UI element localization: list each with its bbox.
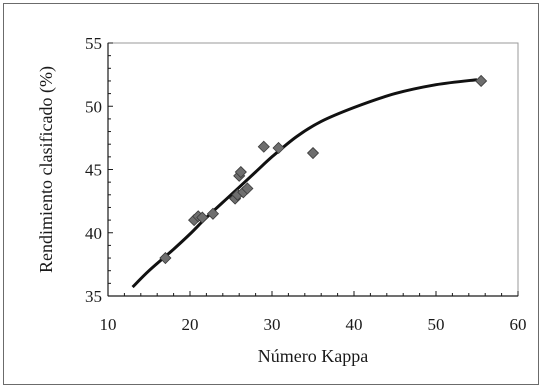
data-point bbox=[206, 207, 220, 220]
y-tick-label: 40 bbox=[85, 224, 102, 243]
data-point bbox=[257, 140, 270, 153]
data-point bbox=[196, 211, 209, 224]
x-tick-label: 40 bbox=[346, 315, 363, 334]
tick-labels: 10 20 30 40 50 60 35 40 45 50 55 bbox=[85, 34, 527, 334]
data-point bbox=[306, 146, 320, 160]
y-tick-label: 45 bbox=[85, 161, 102, 180]
data-point bbox=[159, 251, 172, 265]
y-tick-label: 35 bbox=[85, 287, 102, 306]
data-point bbox=[475, 74, 488, 88]
y-tick-label: 50 bbox=[85, 97, 102, 116]
data-point bbox=[272, 141, 285, 155]
data-point bbox=[241, 182, 254, 195]
x-tick-label: 60 bbox=[510, 315, 527, 334]
x-tick-label: 30 bbox=[264, 315, 281, 334]
data-point bbox=[234, 165, 247, 179]
trend-line bbox=[131, 78, 478, 289]
x-tick-label: 20 bbox=[182, 315, 199, 334]
y-axis-title: Rendimiento clasificado (%) bbox=[36, 66, 57, 273]
data-points bbox=[159, 74, 488, 265]
x-tick-label: 50 bbox=[428, 315, 445, 334]
tick-marks bbox=[107, 42, 519, 297]
y-tick-label: 55 bbox=[85, 34, 102, 53]
x-axis-title: Número Kappa bbox=[258, 346, 368, 366]
x-tick-label: 10 bbox=[100, 315, 117, 334]
plot-area bbox=[107, 42, 519, 297]
